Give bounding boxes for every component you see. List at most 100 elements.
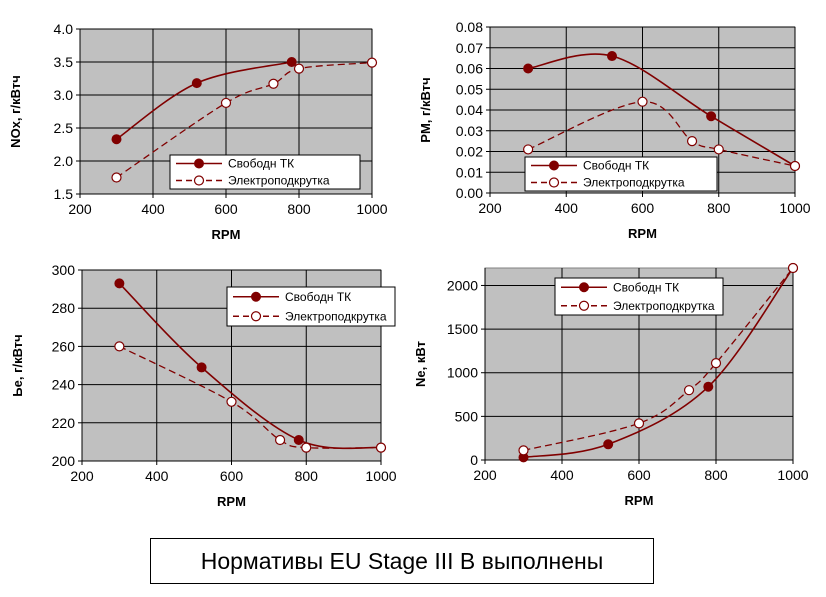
x-tick-label: 1000 [356, 201, 387, 217]
x-axis-title: RPM [217, 494, 246, 509]
legend-label-1: Свободн ТК [228, 157, 294, 171]
y-tick-label: 3.5 [54, 54, 74, 70]
legend-label-1: Свободн ТК [583, 159, 649, 173]
legend-label-2: Электроподкрутка [285, 309, 387, 323]
series-line-1 [527, 53, 796, 167]
legend-label-2: Электроподкрутка [613, 299, 715, 313]
x-tick-label: 200 [70, 468, 94, 484]
y-tick-label: 0.04 [456, 102, 483, 118]
y-tick-label: 500 [455, 408, 479, 424]
y-tick-label: 300 [52, 262, 76, 278]
series-1-point [196, 362, 207, 373]
y-tick-label: 2.0 [54, 153, 74, 169]
y-tick-label: 1.5 [54, 186, 74, 202]
chart-1: 200 400 600 800 1000 1.5 2.0 2.5 3.0 3.5 4.0 RPM NOx… [8, 21, 388, 242]
series-2-point [293, 63, 305, 74]
x-tick-label: 800 [704, 467, 728, 483]
legend-marker-2 [548, 177, 560, 188]
series-2-point [789, 160, 801, 172]
y-tick-label: 1500 [447, 321, 478, 337]
x-tick-label: 400 [555, 200, 579, 216]
x-tick-label: 600 [631, 200, 655, 216]
series-2-point [713, 144, 724, 155]
series-1-point [191, 78, 202, 89]
legend-marker-1 [549, 160, 559, 171]
series-1-point [286, 57, 297, 67]
y-axis-title: Ье, г/кВтч [10, 334, 25, 396]
y-tick-label: 2000 [447, 277, 478, 293]
y-tick-label: 240 [52, 377, 76, 393]
legend-label-1: Свободн ТК [285, 290, 351, 304]
series-2-point [226, 396, 237, 407]
series-2-point [375, 442, 387, 453]
y-tick-label: 0.02 [456, 144, 483, 160]
y-tick-label: 200 [52, 453, 76, 469]
caption-text: Нормативы EU Stage III B выполнены [200, 547, 604, 574]
charts-panel: 200 400 600 800 1000 1.5 2.0 2.5 3.0 3.5 4.0 RPM NOx… [8, 19, 811, 509]
chart-2: 200 400 600 800 1000 0.00 0.01 0.02 0.03 0.04 0.05… [418, 19, 811, 241]
y-tick-label: 260 [52, 338, 76, 354]
y-tick-label: 1000 [447, 365, 478, 381]
series-1-point [293, 434, 304, 445]
caption-box: Нормативы EU Stage III B выполнены [150, 538, 654, 584]
x-axis-title: RPM [212, 227, 241, 242]
chart-4: 200 400 600 800 1000 0 500 1000 1500 2000 RPM Ne, к… [413, 262, 809, 508]
series-2-point [523, 144, 534, 155]
y-tick-label: 0 [470, 452, 478, 468]
y-tick-label: 0.03 [456, 123, 483, 139]
series-2-point [268, 78, 279, 89]
x-tick-label: 800 [287, 201, 311, 217]
x-axis-title: RPM [625, 493, 654, 508]
y-tick-label: 0.05 [456, 81, 483, 97]
y-tick-label: 0.06 [456, 61, 483, 77]
x-tick-label: 600 [220, 468, 244, 484]
y-tick-label: 2.5 [54, 120, 74, 136]
series-2-point [518, 445, 529, 456]
y-axis-title: PM, г/кВтч [418, 77, 433, 142]
series-line-2 [527, 101, 796, 167]
y-tick-label: 0.01 [456, 164, 483, 180]
y-tick-label: 220 [52, 415, 76, 431]
x-tick-label: 200 [478, 200, 502, 216]
series-2-point [633, 418, 645, 429]
legend-label-2: Электроподкрутка [228, 174, 330, 188]
legend-marker-1 [194, 158, 204, 169]
legend-marker-1 [579, 282, 589, 293]
legend-marker-2 [578, 300, 590, 311]
x-tick-label: 1000 [777, 467, 808, 483]
y-tick-label: 0.00 [456, 185, 483, 201]
x-tick-label: 800 [295, 468, 319, 484]
series-2-point [637, 96, 648, 107]
series-2-point [366, 57, 378, 68]
series-1-point [607, 51, 617, 62]
x-tick-label: 400 [141, 201, 165, 217]
chart-3: 200 400 600 800 1000 200 220 240 260 280 300 RPM Ье,… [10, 262, 397, 509]
series-2-point [787, 262, 799, 274]
series-2-point [111, 172, 122, 183]
y-tick-label: 280 [52, 300, 76, 316]
series-2-point [274, 434, 286, 446]
series-2-point [686, 136, 698, 147]
x-tick-label: 1000 [779, 200, 810, 216]
x-tick-label: 1000 [365, 468, 396, 484]
legend-label-1: Свободн ТК [613, 280, 679, 294]
series-2-point [710, 358, 722, 369]
y-axis-title: Ne, кВт [413, 341, 428, 387]
y-tick-label: 3.0 [54, 87, 74, 103]
series-1-point [703, 381, 714, 392]
x-tick-label: 400 [550, 467, 574, 483]
series-2-point [683, 385, 695, 396]
series-2-point [114, 341, 125, 352]
series-1-point [523, 63, 534, 74]
x-tick-label: 800 [707, 200, 731, 216]
x-tick-label: 600 [214, 201, 238, 217]
y-tick-label: 0.08 [456, 19, 483, 35]
series-1-point [114, 278, 125, 289]
series-line-1 [523, 267, 794, 459]
series-2-point [301, 442, 312, 453]
y-axis-title: NOx, г/кВтч [8, 75, 23, 148]
series-line-1 [118, 282, 382, 450]
series-1-point [706, 111, 717, 122]
legend-label-2: Электроподкрутка [583, 176, 685, 190]
x-tick-label: 600 [627, 467, 651, 483]
